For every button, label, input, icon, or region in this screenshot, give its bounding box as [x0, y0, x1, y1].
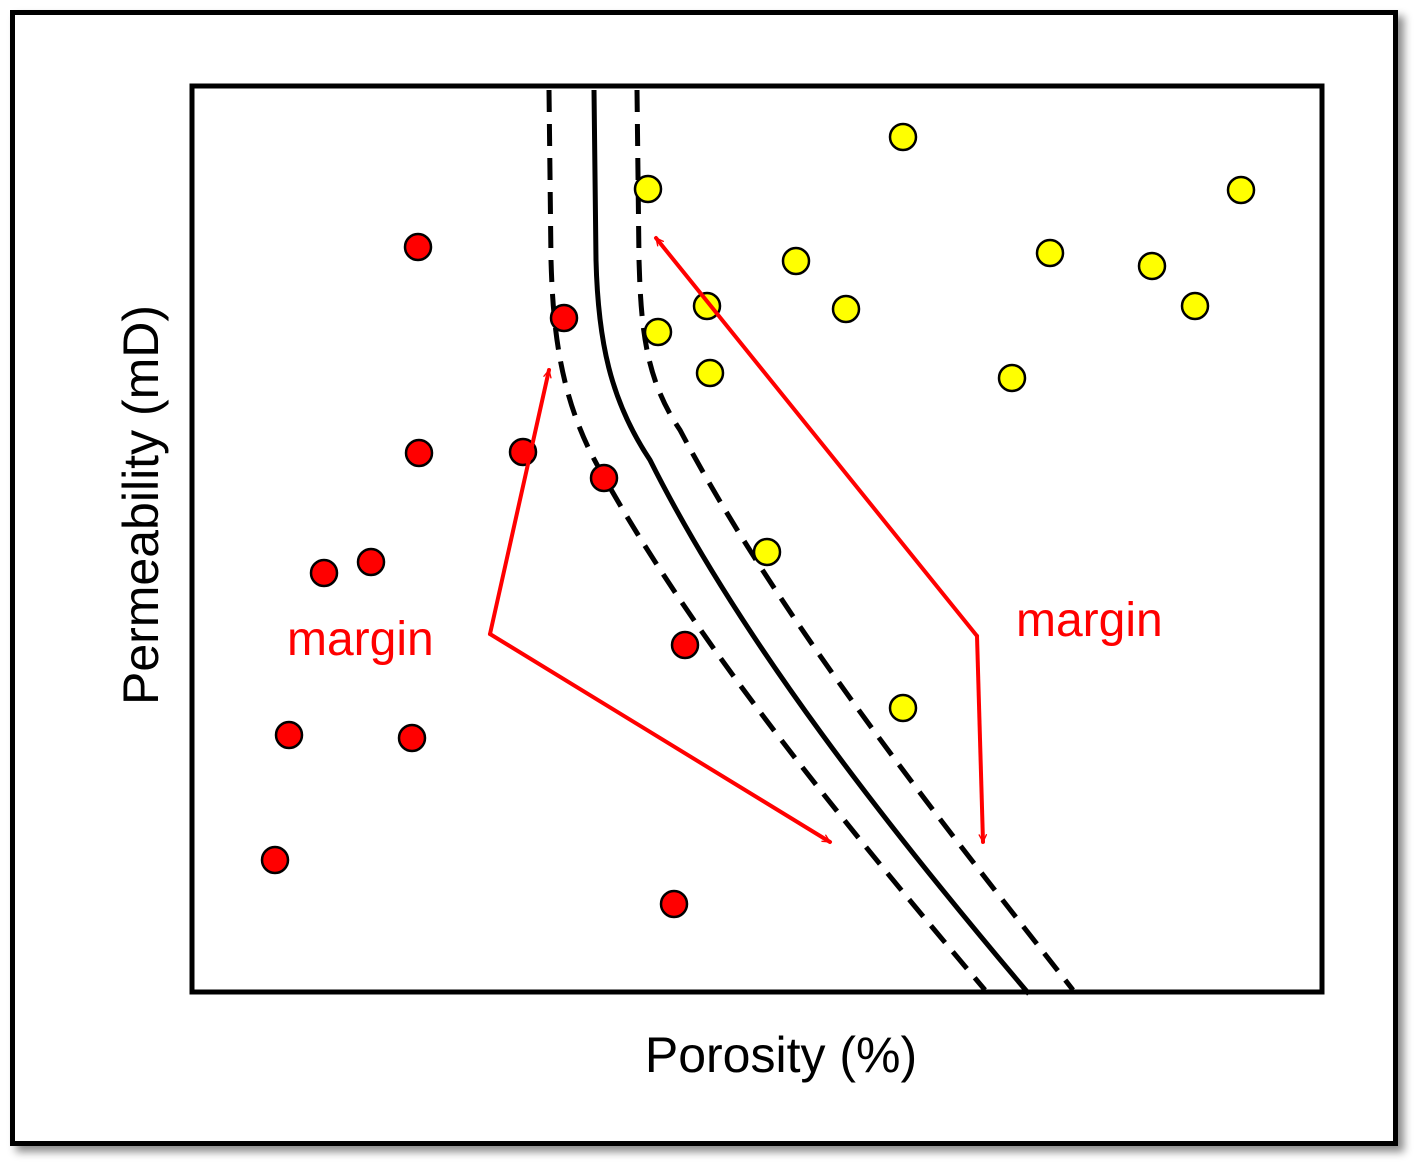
margin-arrows-left: [488, 368, 832, 844]
x-axis-label: Porosity (%): [645, 1027, 917, 1083]
yellow-point: [997, 363, 1027, 393]
yellow-point: [692, 291, 722, 321]
right-arrow-up: [654, 236, 979, 638]
yellow-point: [888, 122, 918, 152]
red-point: [670, 630, 700, 660]
yellow-class-points: [633, 122, 1256, 723]
red-point: [397, 723, 427, 753]
yellow-point: [1226, 175, 1256, 205]
margin-label-left: margin: [287, 613, 434, 666]
y-axis-label: Permeability (mD): [113, 305, 169, 705]
yellow-point: [781, 246, 811, 276]
red-point: [403, 232, 433, 262]
yellow-point: [1137, 251, 1167, 281]
red-point: [260, 845, 290, 875]
margin-label-right: margin: [1016, 594, 1163, 647]
yellow-point: [888, 693, 918, 723]
right-arrow-down: [975, 634, 988, 844]
yellow-point: [831, 294, 861, 324]
yellow-point: [695, 358, 725, 388]
yellow-point: [643, 317, 673, 347]
red-point: [549, 303, 579, 333]
red-point: [589, 463, 619, 493]
red-point: [356, 547, 386, 577]
margin-arrows-right: [654, 236, 988, 844]
red-point: [659, 889, 689, 919]
yellow-point: [1180, 291, 1210, 321]
yellow-point: [1035, 238, 1065, 268]
red-point: [309, 558, 339, 588]
decision-boundary: [591, 89, 1031, 996]
red-point: [274, 720, 304, 750]
left-arrow-up: [488, 368, 552, 636]
yellow-point: [752, 537, 782, 567]
red-point: [404, 438, 434, 468]
yellow-point: [633, 174, 663, 204]
plot-area: [189, 83, 1325, 995]
left-arrow-down: [488, 632, 832, 844]
left-margin-line: [546, 89, 987, 992]
